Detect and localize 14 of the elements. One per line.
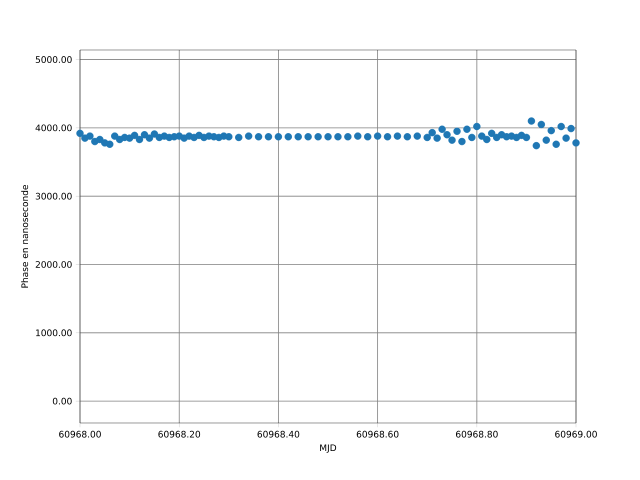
y-tick-label: 3000.00 bbox=[36, 192, 72, 200]
y-tick-label: 2000.00 bbox=[36, 261, 72, 268]
x-tick-label: 60968.40 bbox=[258, 430, 300, 438]
y-tick-label: 0.00 bbox=[52, 398, 72, 405]
x-tick-label: 60968.80 bbox=[456, 430, 498, 438]
y-tick-label: 4000.00 bbox=[36, 124, 72, 132]
y-axis-title: Phase en nanoseconde bbox=[21, 185, 28, 288]
x-tick-label: 60968.60 bbox=[356, 430, 398, 438]
y-tick-label: 1000.00 bbox=[36, 329, 72, 336]
x-tick-label: 60968.00 bbox=[59, 430, 101, 438]
x-tick-label: 60969.00 bbox=[555, 430, 597, 438]
x-axis-title: MJD bbox=[320, 444, 336, 453]
x-tick-label: 60968.20 bbox=[158, 430, 200, 438]
y-tick-label: 5000.00 bbox=[36, 56, 72, 63]
